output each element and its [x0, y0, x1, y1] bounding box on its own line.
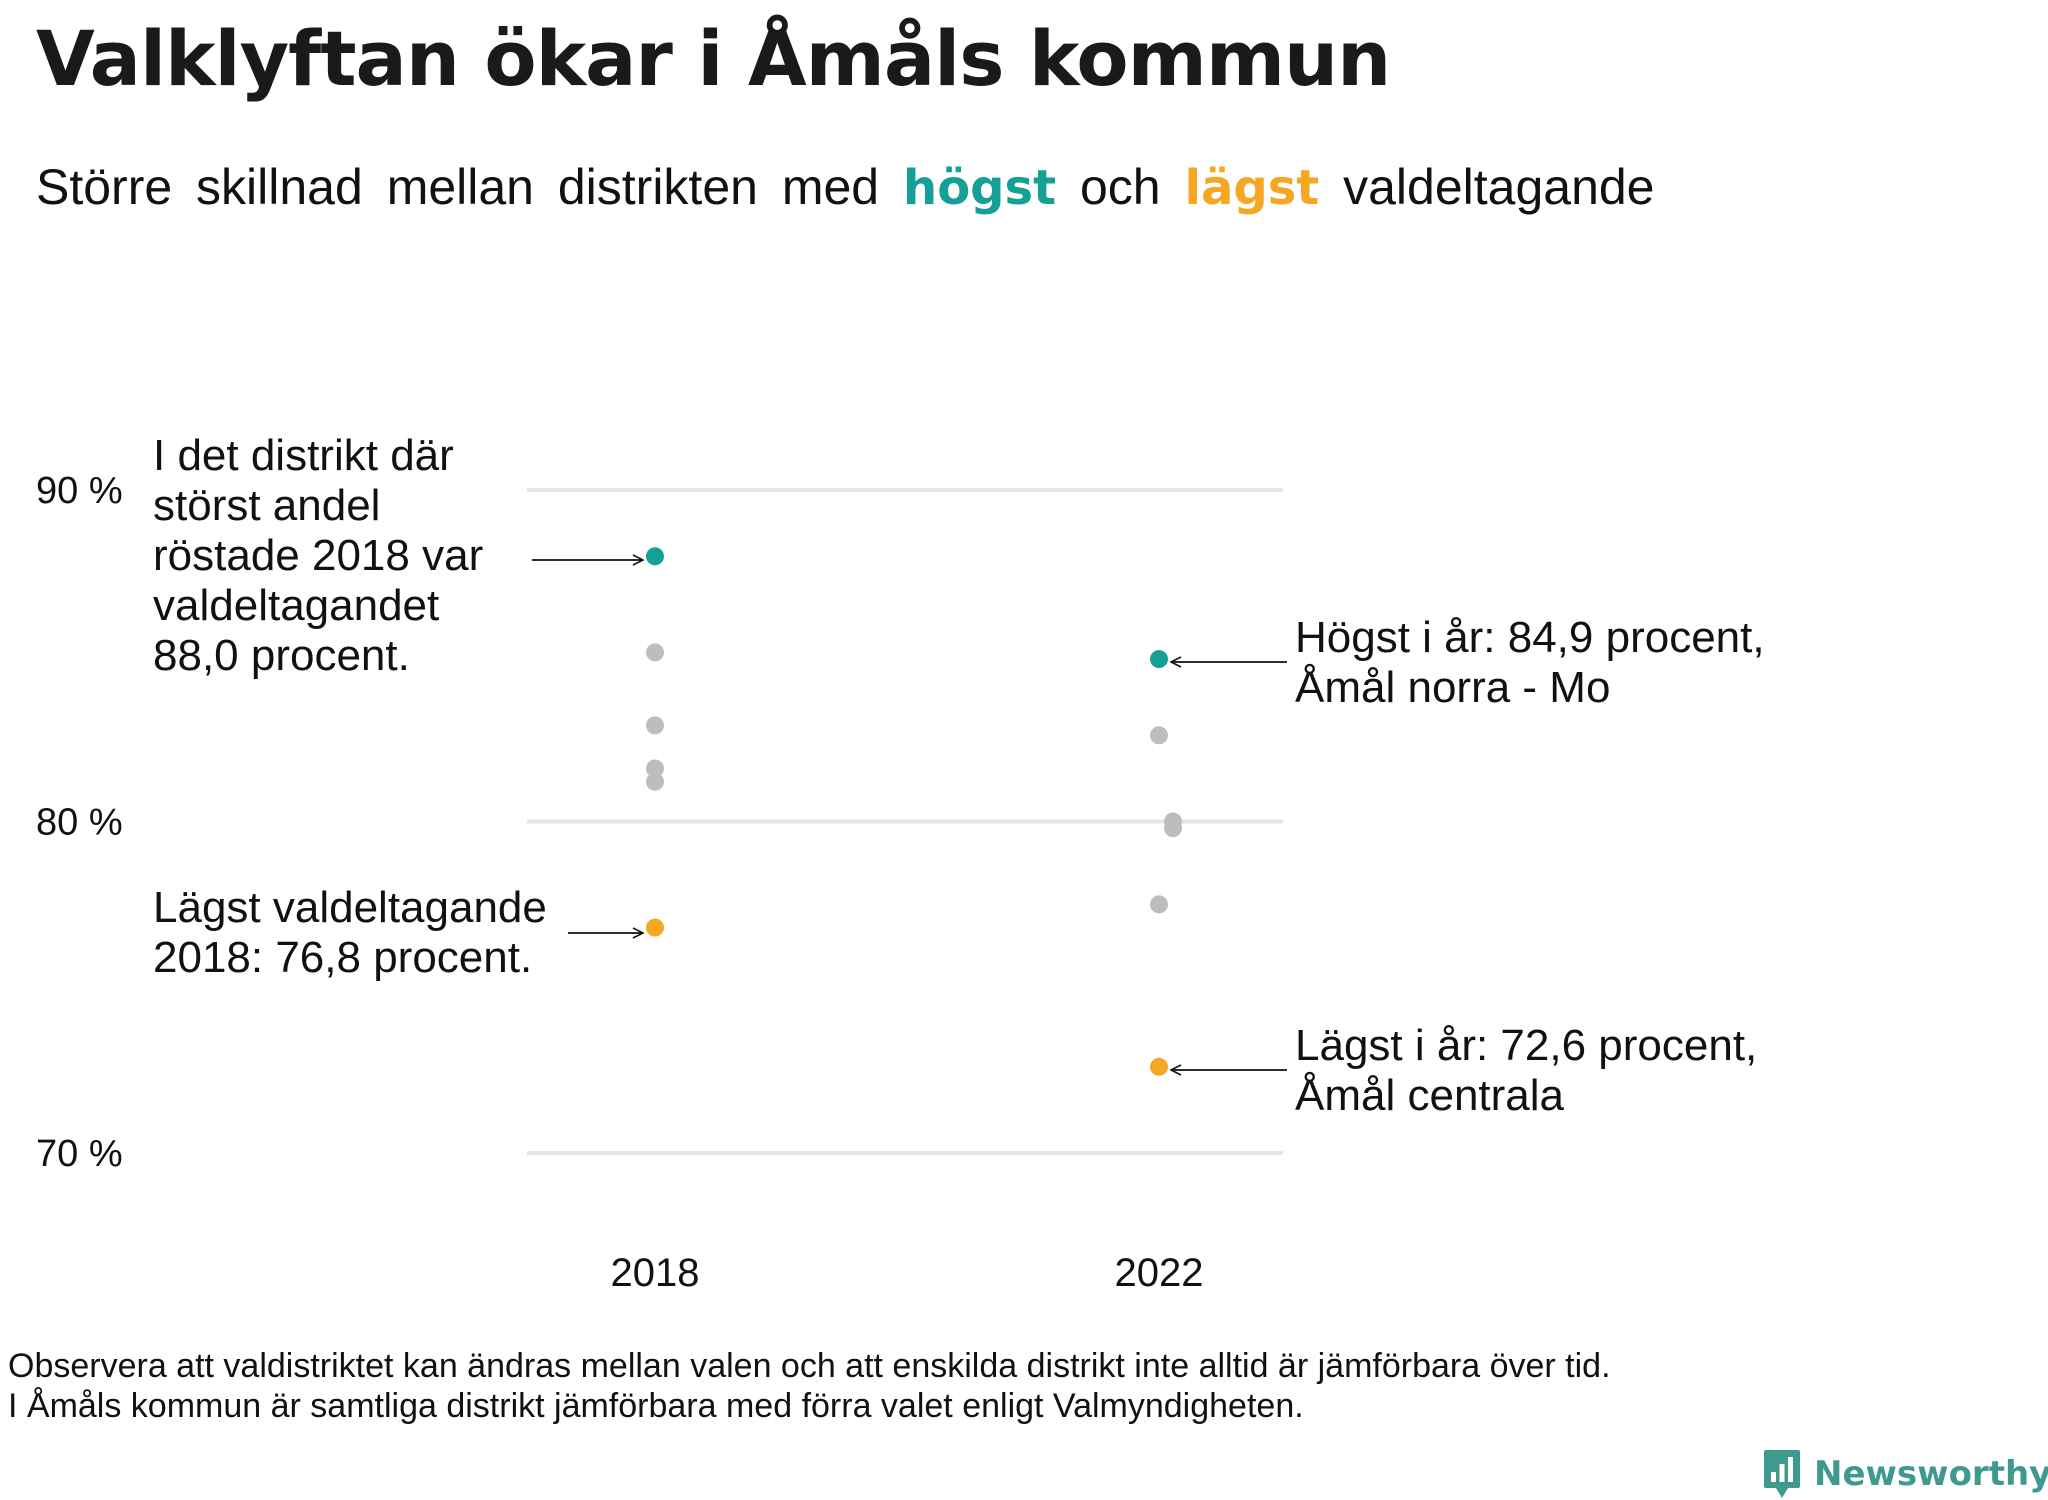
gridlines: [527, 488, 1283, 1155]
data-point-2018-other-2: [646, 716, 664, 735]
subtitle-text-after: valdeltagande: [1343, 159, 1655, 215]
data-point-2022-other-9: [1164, 819, 1182, 838]
chart-subtitle: Större skillnad mellan distrikten med hö…: [36, 158, 1655, 216]
subtitle-text-before: Större skillnad mellan distrikten med: [36, 159, 880, 215]
footnote: Observera att valdistriktet kan ändras m…: [8, 1346, 1611, 1426]
data-point-2022-other-7: [1150, 726, 1168, 745]
footnote-line-2: I Åmåls kommun är samtliga distrikt jämf…: [8, 1387, 1304, 1425]
annotation-2018-high-line-4: valdeltagandet: [153, 581, 439, 630]
data-point-2022-other-10: [1150, 895, 1168, 914]
data-point-2018-other-3: [646, 759, 664, 778]
annotation-2018-low-line-2: 2018: 76,8 procent.: [153, 933, 532, 982]
data-point-2022-high-6: [1150, 650, 1168, 669]
annotation-2018-low-line-1: Lägst valdeltagande: [153, 883, 547, 932]
annotation-arrows: [532, 560, 1287, 1070]
data-point-2018-low-5: [646, 918, 664, 937]
data-point-2018-other-1: [646, 643, 664, 662]
data-point-2018-other-4: [646, 772, 664, 791]
y-tick-label-80: 80 %: [36, 802, 123, 844]
chart-title: Valklyftan ökar i Åmåls kommun: [36, 14, 1391, 103]
annotation-2018-high-line-5: 88,0 procent.: [153, 631, 410, 680]
y-tick-label-90: 90 %: [36, 470, 123, 512]
annotation-2018-high-line-2: störst andel: [153, 481, 380, 530]
annotation-2018-high-line-1: I det distrikt där: [153, 431, 454, 480]
annotation-2022-high-line-2: Åmål norra - Mo: [1295, 663, 1610, 712]
y-tick-label-70: 70 %: [36, 1133, 123, 1175]
annotation-2022-high-line-1: Högst i år: 84,9 procent,: [1295, 613, 1765, 662]
x-tick-label-2018: 2018: [611, 1251, 700, 1295]
footnote-line-1: Observera att valdistriktet kan ändras m…: [8, 1347, 1611, 1385]
x-tick-label-2022: 2022: [1115, 1251, 1204, 1295]
annotation-2018-high-line-3: röstade 2018 var: [153, 531, 483, 580]
brand-logo: Newsworthy: [1762, 1448, 2048, 1500]
subtitle-highlight-low: lägst: [1184, 160, 1320, 216]
data-point-2022-low-11: [1150, 1057, 1168, 1076]
subtitle-text-mid: och: [1079, 159, 1161, 215]
data-points: [646, 547, 1182, 1076]
annotation-2022-low-line-1: Lägst i år: 72,6 procent,: [1295, 1021, 1757, 1070]
annotation-2022-low-line-2: Åmål centrala: [1295, 1071, 1565, 1120]
dot-plot-chart: 70 % 80 % 90 % 2018 2022 I det distrikt därs…: [36, 431, 1765, 1295]
newsworthy-logo-icon: [1764, 1450, 1800, 1498]
subtitle-highlight-high: högst: [903, 160, 1057, 216]
axes: 70 % 80 % 90 % 2018 2022: [36, 470, 1203, 1295]
data-point-2018-high-0: [646, 547, 664, 566]
brand-name: Newsworthy: [1814, 1454, 2048, 1494]
